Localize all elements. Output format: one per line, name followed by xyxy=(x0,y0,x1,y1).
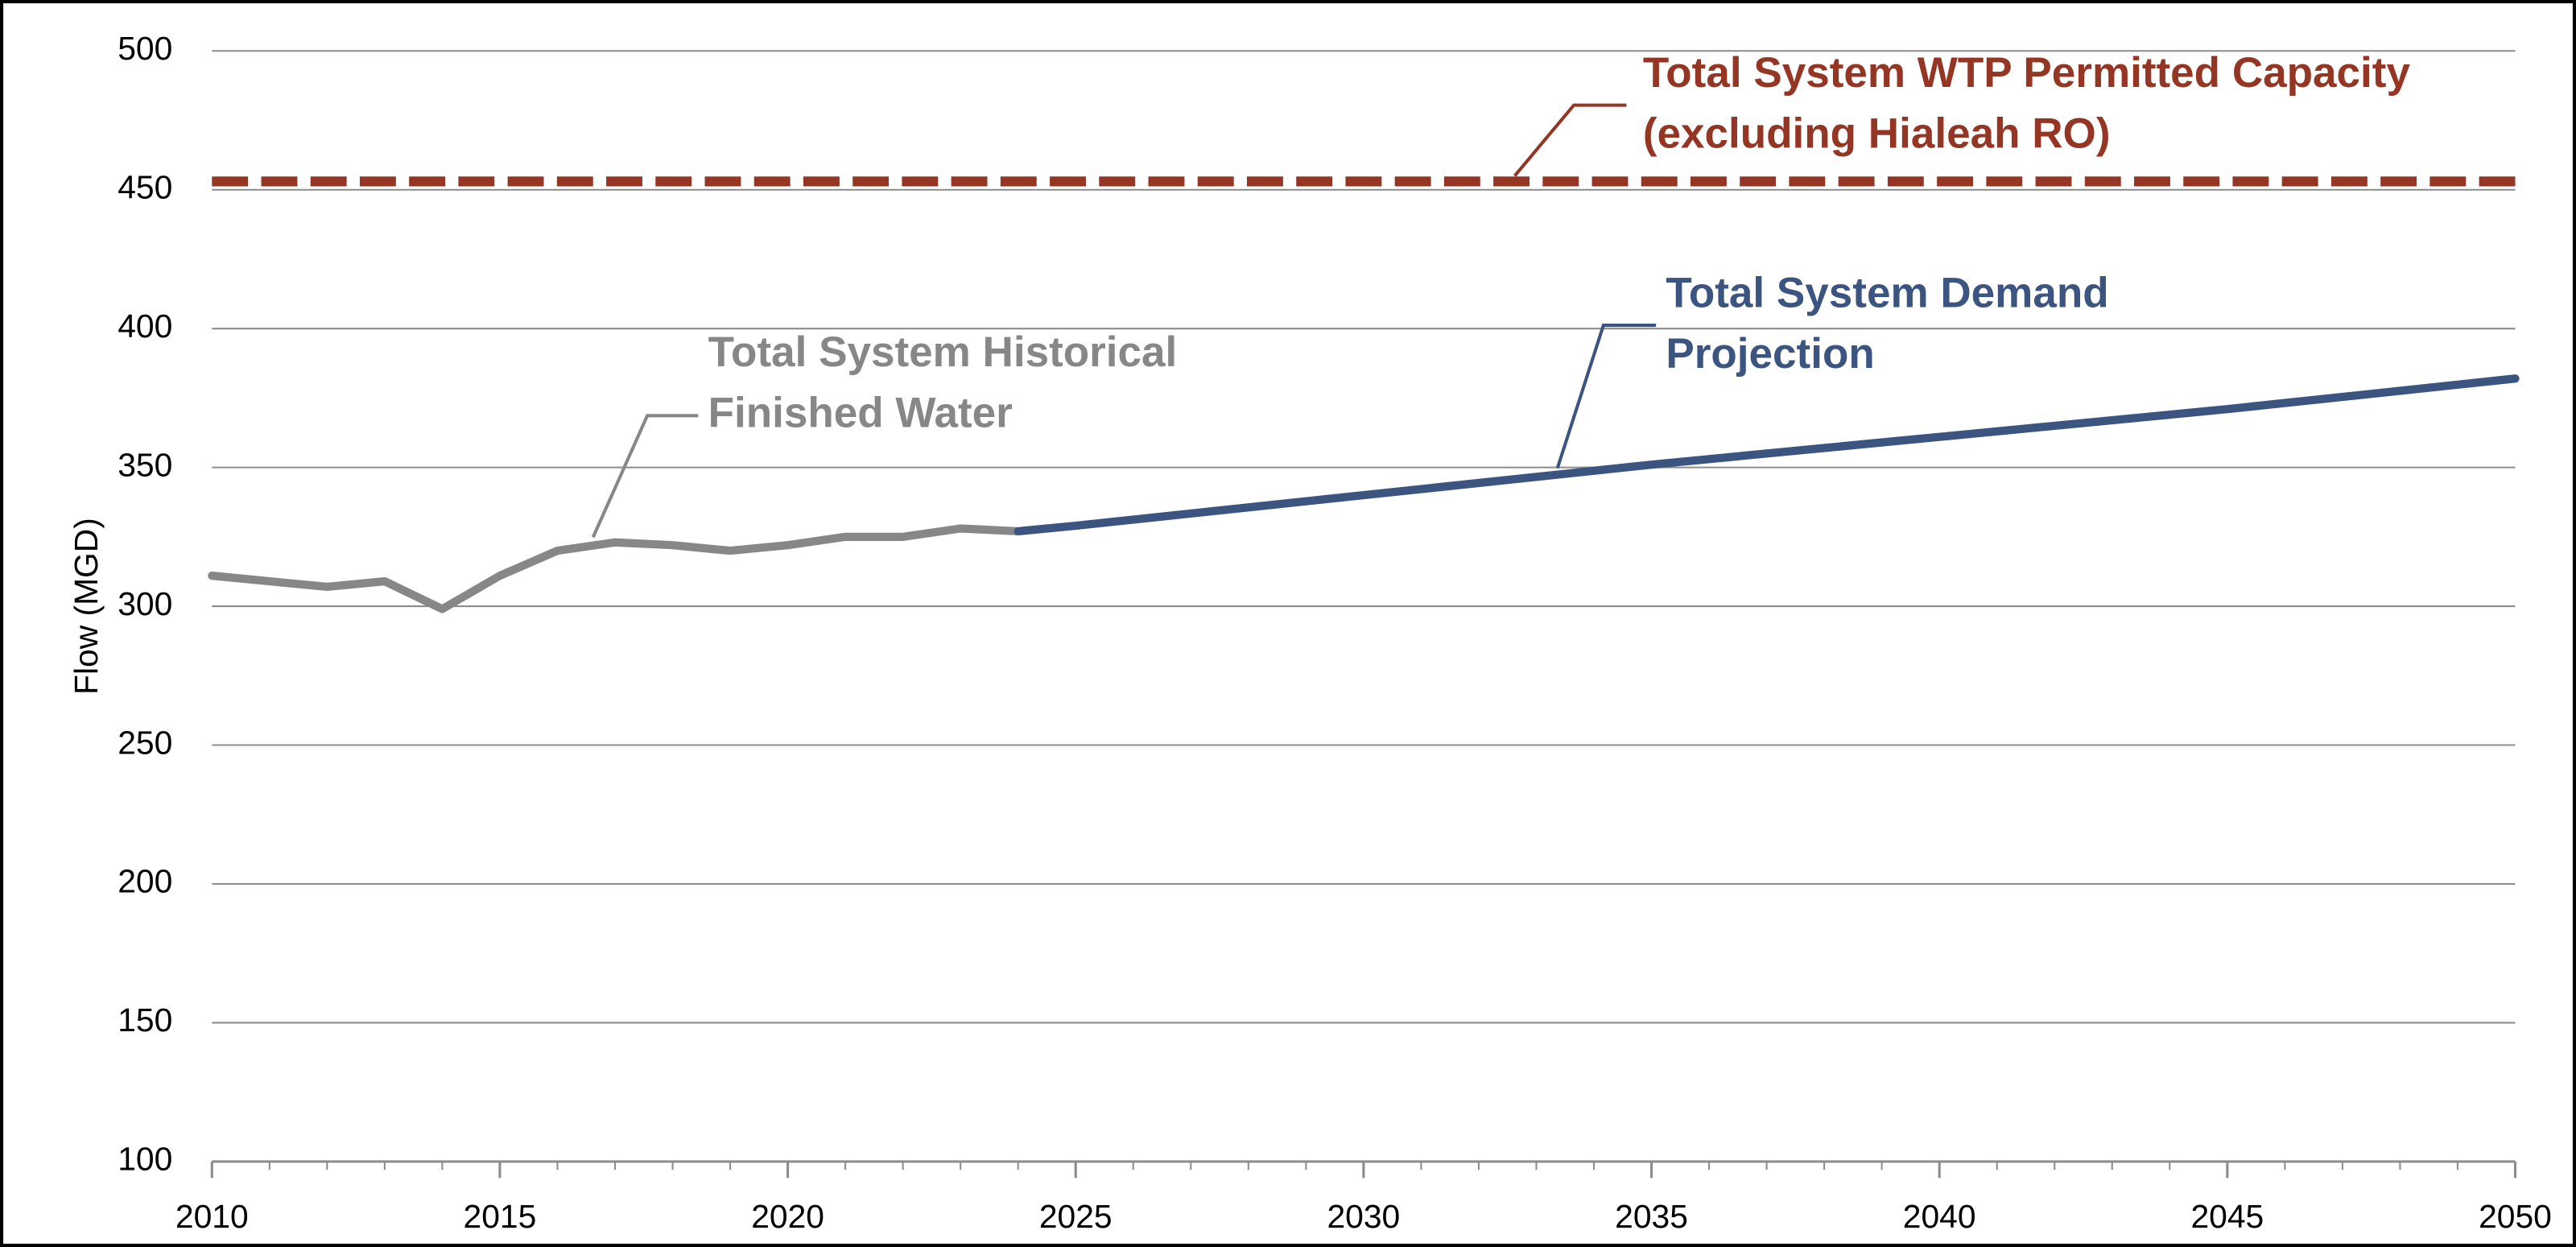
y-tick-label: 100 xyxy=(118,1141,172,1178)
x-tick-label: 2035 xyxy=(1615,1198,1688,1235)
leader-line xyxy=(1555,324,1657,469)
y-tick-label: 500 xyxy=(118,30,172,67)
x-tick-label: 2025 xyxy=(1039,1198,1113,1235)
leader-line xyxy=(1513,103,1627,177)
x-tick-label: 2050 xyxy=(2479,1198,2552,1235)
x-tick-label: 2010 xyxy=(175,1198,249,1235)
annotation: Total System Demand xyxy=(1666,269,2108,316)
y-tick-label: 350 xyxy=(118,446,172,483)
y-tick-label: 250 xyxy=(118,724,172,761)
x-tick-label: 2020 xyxy=(751,1198,824,1235)
annotation: Total System WTP Permitted Capacity xyxy=(1643,49,2411,97)
series-line xyxy=(1013,374,2520,536)
y-tick-label: 200 xyxy=(118,863,172,900)
y-tick-label: 450 xyxy=(118,169,172,206)
leader-line xyxy=(591,414,699,539)
y-axis-label: Flow (MGD) xyxy=(68,518,105,695)
y-tick-label: 400 xyxy=(118,308,172,345)
series-line xyxy=(208,524,1022,613)
x-tick-label: 2040 xyxy=(1903,1198,1976,1235)
annotation: Projection xyxy=(1666,330,1874,378)
x-tick-label: 2030 xyxy=(1327,1198,1400,1235)
x-tick-label: 2015 xyxy=(464,1198,537,1235)
annotation: Total System Historical xyxy=(708,328,1178,376)
y-tick-label: 300 xyxy=(118,585,172,622)
x-tick-label: 2045 xyxy=(2190,1198,2264,1235)
annotation: (excluding Hialeah RO) xyxy=(1643,109,2111,157)
y-tick-label: 150 xyxy=(118,1001,172,1038)
annotation: Finished Water xyxy=(708,389,1013,436)
